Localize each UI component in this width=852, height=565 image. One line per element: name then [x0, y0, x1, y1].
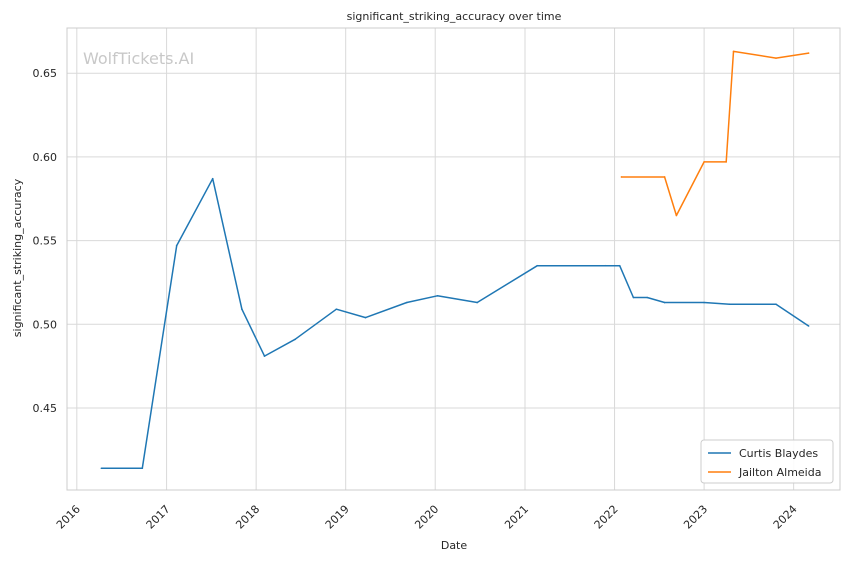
legend-label-jailton-almeida: Jailton Almeida [738, 466, 821, 479]
data-point-jailton-almeida [775, 57, 777, 59]
data-point-curtis-blaydes [728, 303, 731, 305]
x-gridlines [76, 28, 795, 490]
y-tick-label: 0.60 [33, 151, 58, 164]
series-layer [100, 50, 810, 470]
data-point-curtis-blaydes [241, 308, 243, 311]
chart-title: significant_striking_accuracy over time [347, 10, 562, 23]
legend-label-curtis-blaydes: Curtis Blaydes [739, 447, 818, 460]
watermark: WolfTickets.AI [83, 49, 194, 68]
data-point-jailton-almeida [703, 161, 705, 163]
data-point-curtis-blaydes [703, 301, 705, 304]
series-line-curtis-blaydes [101, 177, 810, 469]
data-point-curtis-blaydes [775, 303, 777, 305]
data-point-jailton-almeida [663, 176, 666, 178]
data-point-curtis-blaydes [294, 338, 296, 341]
data-point-curtis-blaydes [618, 264, 621, 267]
data-point-curtis-blaydes [436, 295, 439, 297]
data-point-curtis-blaydes [807, 325, 810, 327]
data-point-jailton-almeida [620, 176, 623, 178]
y-tick-label: 0.65 [33, 67, 58, 80]
data-point-jailton-almeida [725, 161, 727, 163]
data-point-curtis-blaydes [646, 296, 648, 299]
data-point-curtis-blaydes [364, 316, 367, 319]
legend-box [700, 439, 834, 484]
x-axis-label: Date [441, 539, 468, 552]
data-point-curtis-blaydes [263, 355, 266, 357]
series-line-jailton-almeida [621, 50, 809, 217]
data-point-curtis-blaydes [335, 308, 338, 311]
data-point-curtis-blaydes [476, 301, 478, 304]
data-point-curtis-blaydes [604, 264, 607, 267]
y-tick-labels: 0.45 0.50 0.55 0.60 0.65 [33, 67, 58, 415]
y-gridlines [67, 72, 840, 409]
data-point-jailton-almeida [807, 52, 810, 54]
y-tick-label: 0.45 [33, 402, 58, 415]
data-point-jailton-almeida [675, 214, 678, 217]
data-point-jailton-almeida [732, 50, 735, 53]
data-point-curtis-blaydes [100, 467, 103, 470]
data-point-curtis-blaydes [141, 467, 144, 470]
data-point-curtis-blaydes [632, 296, 635, 299]
y-tick-label: 0.55 [33, 235, 58, 248]
legend: Curtis Blaydes Jailton Almeida [700, 439, 834, 484]
data-point-curtis-blaydes [536, 264, 539, 267]
data-point-curtis-blaydes [211, 177, 214, 180]
y-axis-label: significant_striking_accuracy [11, 178, 24, 337]
data-point-curtis-blaydes [663, 301, 666, 304]
plot-frame [66, 27, 841, 491]
data-point-curtis-blaydes [405, 301, 408, 304]
y-tick-label: 0.50 [33, 318, 58, 331]
data-point-curtis-blaydes [175, 244, 178, 247]
